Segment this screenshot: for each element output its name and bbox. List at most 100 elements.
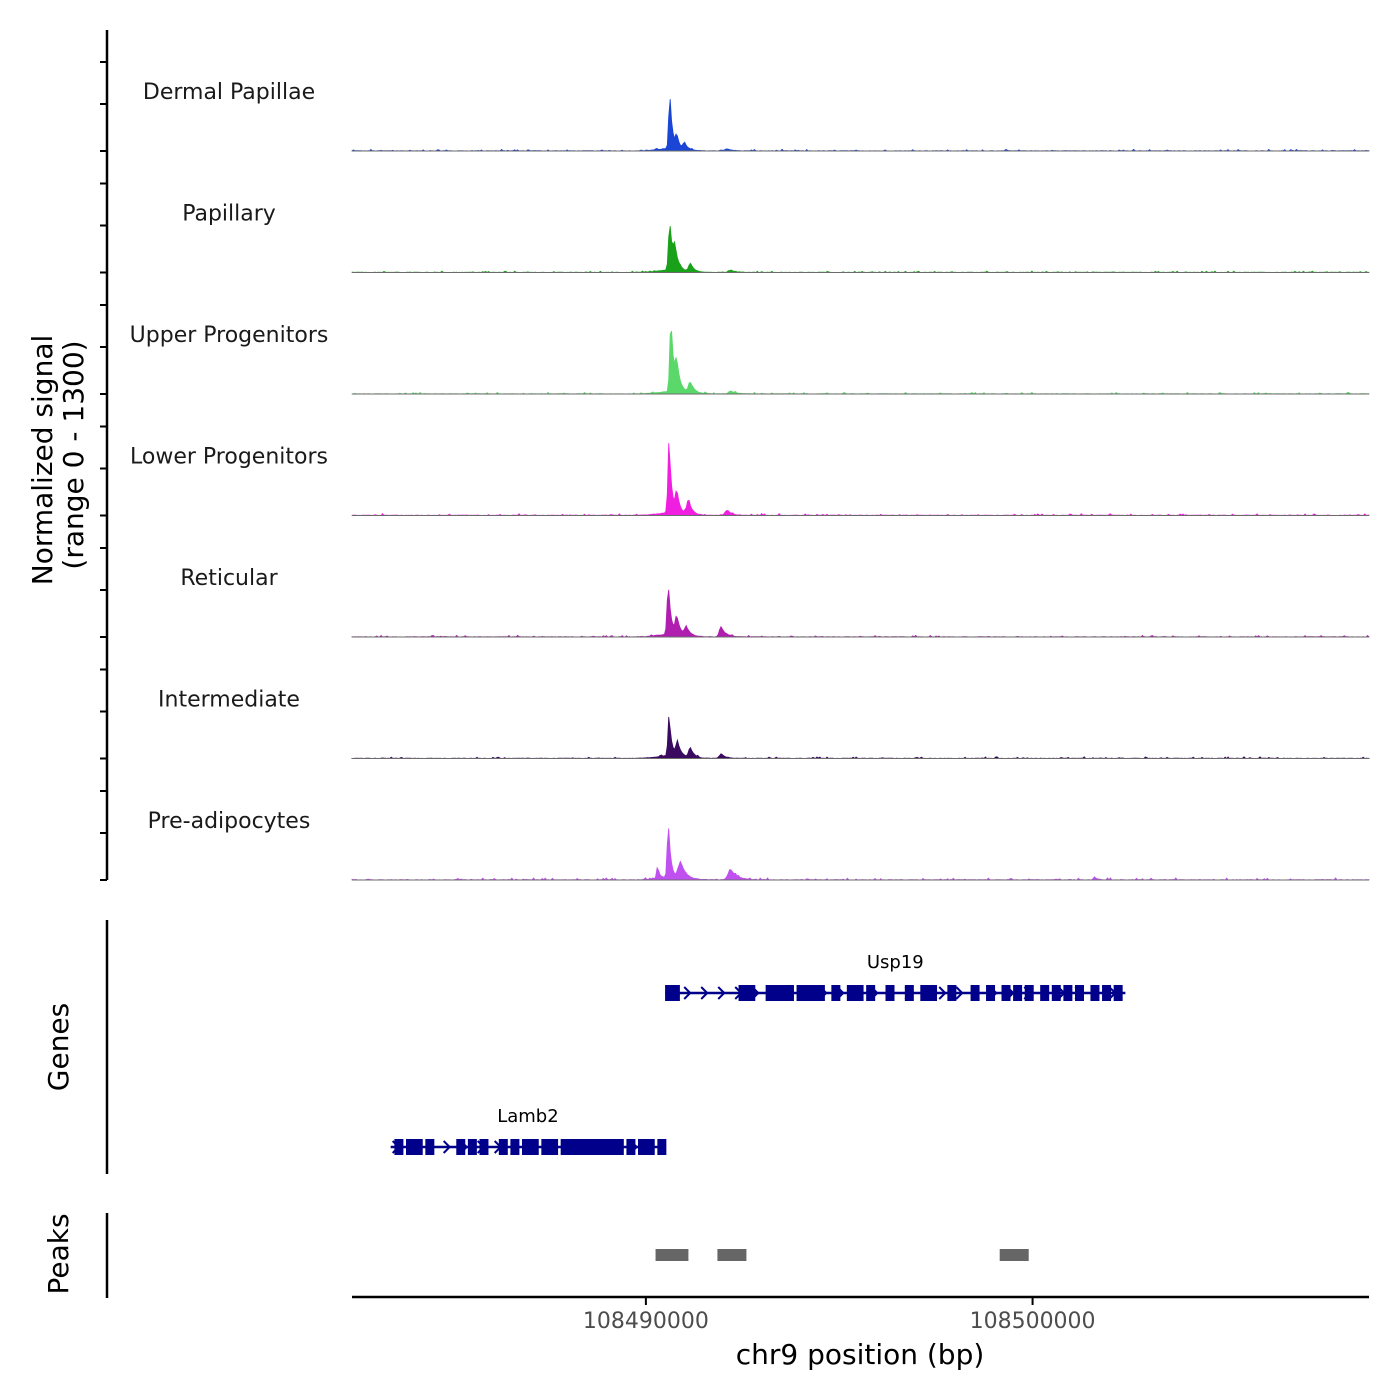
y-axis-title-line1: Normalized signal [26,335,59,586]
strand-arrow [700,986,709,1000]
exon [665,985,675,1001]
coverage-y-ticks [100,61,107,881]
exon [406,1139,416,1155]
gene-lamb2: Lamb2 [390,1106,667,1155]
strand-arrow [442,1140,452,1154]
x-ticks: 108490000 108500000 [583,1297,1096,1334]
genes-panel-title: Genes [42,1003,75,1091]
exon [1040,985,1050,1001]
exon [541,1139,551,1155]
track-label: Intermediate [158,688,300,713]
strand-arrow [717,986,726,1000]
track-label: Dermal Papillae [143,80,315,105]
exon [425,1139,435,1155]
peak-regions [655,1249,1029,1261]
exon [1102,985,1112,1001]
x-tick-label: 108490000 [583,1309,709,1334]
peak-region [999,1249,1029,1261]
peak-region [717,1249,747,1261]
exon [529,1139,539,1155]
exon [866,985,876,1001]
exon [498,1139,508,1155]
signal-area [351,716,1370,760]
exon [854,985,864,1001]
exon [1024,985,1034,1001]
track-reticular: Reticular [180,566,1370,638]
exon [670,985,680,1001]
exon [970,985,980,1001]
exon [986,985,996,1001]
gene-models: Usp19 Lamb2 [390,952,1126,1155]
track-label: Reticular [180,566,278,591]
exon [947,985,957,1001]
track-label: Lower Progenitors [130,445,328,470]
track-pre-adipocytes: Pre-adipocytes [148,809,1370,881]
exon [413,1139,423,1155]
exon [738,985,748,1001]
exon [746,985,756,1001]
track-papillary: Papillary [182,202,1370,273]
exon [614,1139,624,1155]
exon [568,1139,578,1155]
signal-area [351,226,1370,273]
x-axis-title: chr9 position (bp) [736,1338,985,1371]
exon [928,985,938,1001]
exon [479,1139,489,1155]
coverage-panel: Dermal Papillae Papillary Upper Progenitor… [26,30,1370,881]
track-lower-progenitors: Lower Progenitors [130,443,1370,517]
peaks-panel-title: Peaks [42,1213,75,1294]
gene-label: Usp19 [867,952,924,973]
track-label: Pre-adipocytes [148,809,311,834]
track-label: Papillary [182,202,276,227]
exon [1001,985,1011,1001]
signal-area [351,828,1370,881]
exon [522,1139,532,1155]
signal-area [351,589,1370,638]
exon [638,1139,648,1155]
exon [645,1139,655,1155]
exon [1090,985,1100,1001]
peak-region [655,1249,689,1261]
exon [1074,985,1084,1001]
exon [831,985,841,1001]
signal-area [351,99,1370,152]
exon [599,1139,609,1155]
exon [1063,985,1073,1001]
exon [846,985,856,1001]
exon [1051,985,1061,1001]
exon [885,985,895,1001]
track-upper-progenitors: Upper Progenitors [130,323,1370,395]
exon [657,1139,667,1155]
signal-area [351,330,1370,395]
exon [456,1139,466,1155]
genes-panel: Genes Usp19 Lamb2 [42,920,1126,1174]
track-dermal-papillae: Dermal Papillae [143,80,1370,152]
exon [784,985,794,1001]
exon [920,985,930,1001]
exon [560,1139,570,1155]
exon [607,1139,617,1155]
exon [394,1139,404,1155]
exon [815,985,825,1001]
exon [583,1139,593,1155]
coverage-tracks: Dermal Papillae Papillary Upper Progenitor… [130,80,1370,881]
signal-area [351,443,1370,517]
exon [626,1139,636,1155]
y-axis-title-line2: (range 0 - 1300) [57,340,90,569]
track-label: Upper Progenitors [130,323,329,348]
exon [796,985,806,1001]
track-intermediate: Intermediate [158,688,1370,760]
strand-arrow [683,986,692,1000]
peaks-panel: Peaks [42,1213,1029,1298]
x-tick-label: 108500000 [970,1309,1096,1334]
exon [769,985,779,1001]
exon [1013,985,1023,1001]
exon [576,1139,586,1155]
strand-arrow [955,986,964,1000]
exon [904,985,914,1001]
exon [808,985,818,1001]
exon [510,1139,520,1155]
exon [549,1139,559,1155]
x-axis: 108490000 108500000 chr9 position (bp) [352,1295,1369,1371]
